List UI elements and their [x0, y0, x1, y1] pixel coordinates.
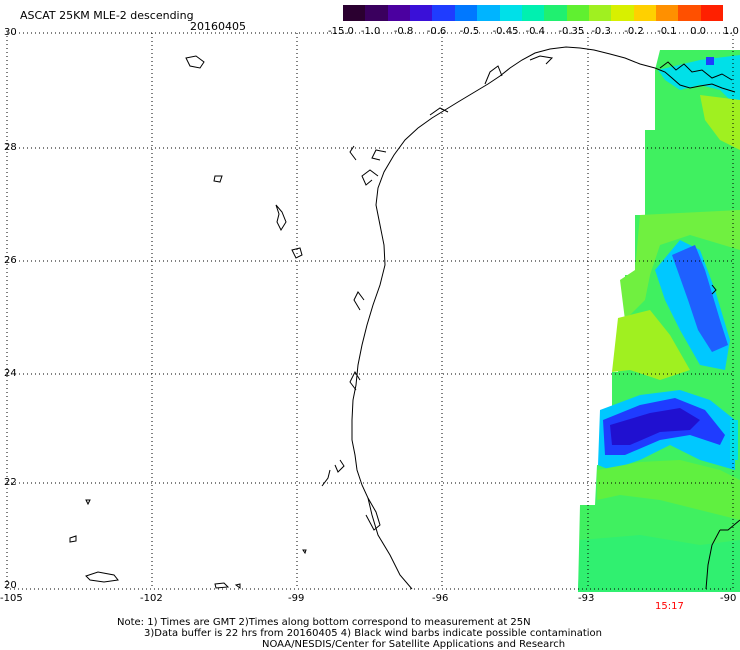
x-tick-neg102: -102: [140, 593, 163, 604]
colorbar-labels: -15.0 -1.0 -0.8 -0.6 -0.5 -0.45 -0.4 -0.35 -0.3 -…: [328, 26, 740, 38]
note-line-3: NOAA/NESDIS/Center for Satellite Applica…: [262, 639, 566, 650]
colorbar-label: -0.5: [459, 26, 480, 37]
colorbar-segment: [544, 5, 567, 21]
colorbar-segment: [566, 5, 589, 21]
y-tick-24: 24: [4, 368, 17, 379]
colorbar-label: -0.1: [657, 26, 677, 37]
colorbar-label: -0.8: [393, 26, 414, 37]
data-swath: [578, 50, 740, 592]
inland-water: [69, 55, 307, 589]
graticule: [7, 33, 733, 589]
x-tick-neg93: -93: [578, 593, 595, 604]
colorbar-label: -15.0: [328, 26, 354, 37]
x-tick-neg90: -90: [720, 593, 737, 604]
colorbar-segment: [588, 5, 612, 21]
colorbar-label: 0.0: [690, 26, 706, 37]
product-date: 20160405: [190, 20, 246, 33]
colorbar-label: -0.45: [492, 26, 519, 37]
colorbar: [343, 5, 724, 21]
x-tick-neg105: -105: [0, 593, 23, 604]
colorbar-segment: [343, 5, 366, 21]
y-tick-22: 22: [4, 477, 17, 488]
colorbar-label: -0.3: [591, 26, 611, 37]
y-tick-20: 20: [4, 580, 17, 591]
colorbar-label: 1.0: [723, 26, 739, 37]
colorbar-label: -1.0: [360, 26, 381, 37]
colorbar-segment: [521, 5, 545, 21]
coastline: [321, 46, 740, 590]
colorbar-segment: [633, 5, 657, 21]
colorbar-segment: [387, 5, 411, 21]
colorbar-segment: [678, 5, 701, 21]
colorbar-label: -0.35: [558, 26, 585, 37]
product-title: ASCAT 25KM MLE-2 descending: [20, 9, 194, 22]
map-frame: [6, 32, 734, 590]
colorbar-segment: [656, 5, 679, 21]
colorbar-segment: [454, 5, 478, 21]
swath-time-label: 15:17: [655, 601, 684, 612]
colorbar-label: -0.4: [525, 26, 546, 37]
colorbar-segment: [410, 5, 433, 21]
note-line-1: Note: 1) Times are GMT 2)Times along bot…: [117, 617, 531, 628]
colorbar-segment: [700, 5, 724, 21]
y-tick-30: 30: [4, 27, 17, 38]
colorbar-label: -0.6: [426, 26, 447, 37]
y-tick-28: 28: [4, 142, 17, 153]
colorbar-strip: [343, 5, 724, 21]
colorbar-segment: [611, 5, 634, 21]
y-tick-26: 26: [4, 255, 17, 266]
colorbar-segment: [499, 5, 522, 21]
colorbar-label: -0.2: [624, 26, 644, 37]
x-tick-neg96: -96: [432, 593, 449, 604]
colorbar-segment: [365, 5, 388, 21]
x-tick-neg99: -99: [288, 593, 305, 604]
note-line-2: 3)Data buffer is 22 hrs from 20160405 4)…: [144, 628, 602, 639]
colorbar-segment: [477, 5, 500, 21]
colorbar-segment: [432, 5, 455, 21]
